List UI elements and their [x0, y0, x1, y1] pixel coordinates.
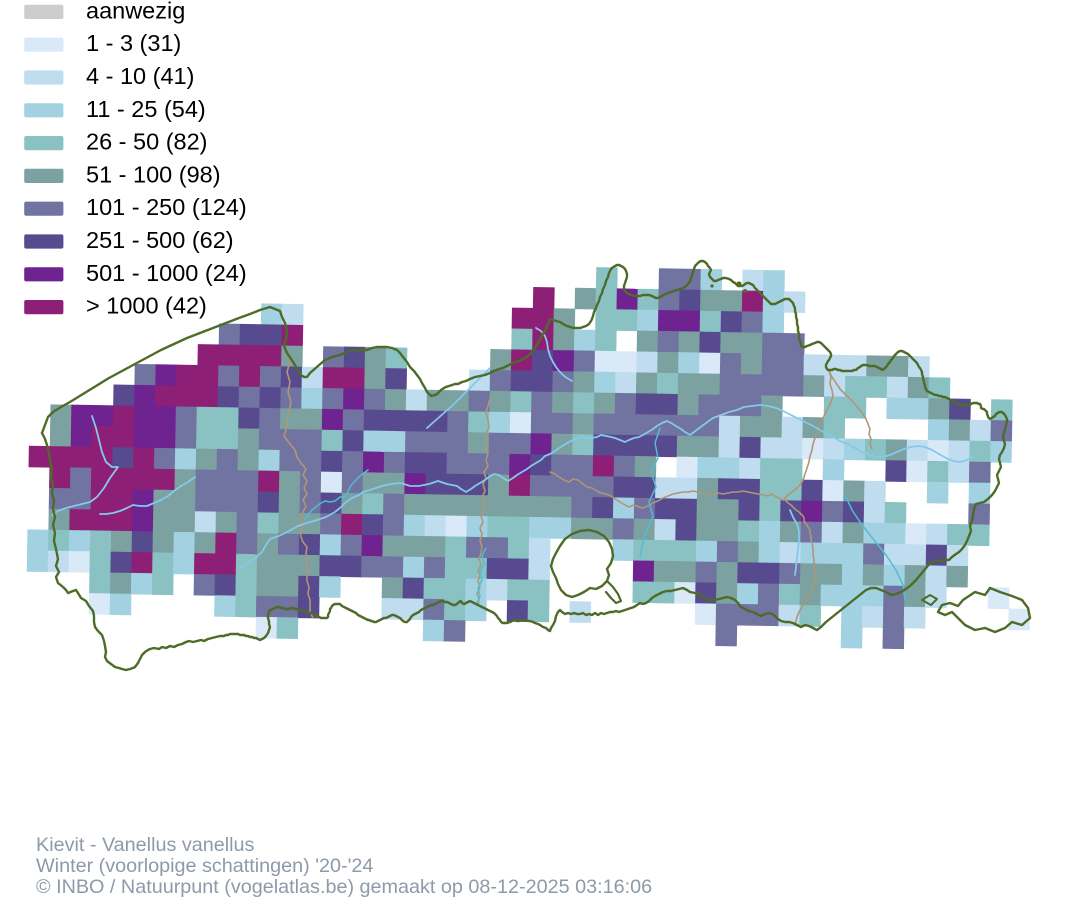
svg-text:11 - 25 (54): 11 - 25 (54)	[86, 96, 206, 122]
svg-text:501 - 1000 (24): 501 - 1000 (24)	[86, 260, 247, 286]
svg-text:251 - 500 (62): 251 - 500 (62)	[86, 227, 234, 253]
svg-text:1 - 3 (31): 1 - 3 (31)	[86, 30, 181, 56]
svg-text:Winter (voorlopige schattingen: Winter (voorlopige schattingen) '20-'24	[36, 855, 373, 877]
svg-text:> 1000 (42): > 1000 (42)	[86, 293, 207, 319]
svg-text:101 - 250 (124): 101 - 250 (124)	[86, 194, 247, 220]
svg-text:Kievit - Vanellus vanellus: Kievit - Vanellus vanellus	[36, 834, 255, 856]
svg-text:26 - 50 (82): 26 - 50 (82)	[86, 129, 207, 155]
svg-text:51 - 100 (98): 51 - 100 (98)	[86, 161, 221, 187]
svg-text:aanwezig: aanwezig	[86, 0, 185, 23]
svg-text:4 - 10 (41): 4 - 10 (41)	[86, 63, 194, 89]
svg-text:© INBO / Natuurpunt (vogelatla: © INBO / Natuurpunt (vogelatlas.be) gema…	[36, 876, 652, 898]
